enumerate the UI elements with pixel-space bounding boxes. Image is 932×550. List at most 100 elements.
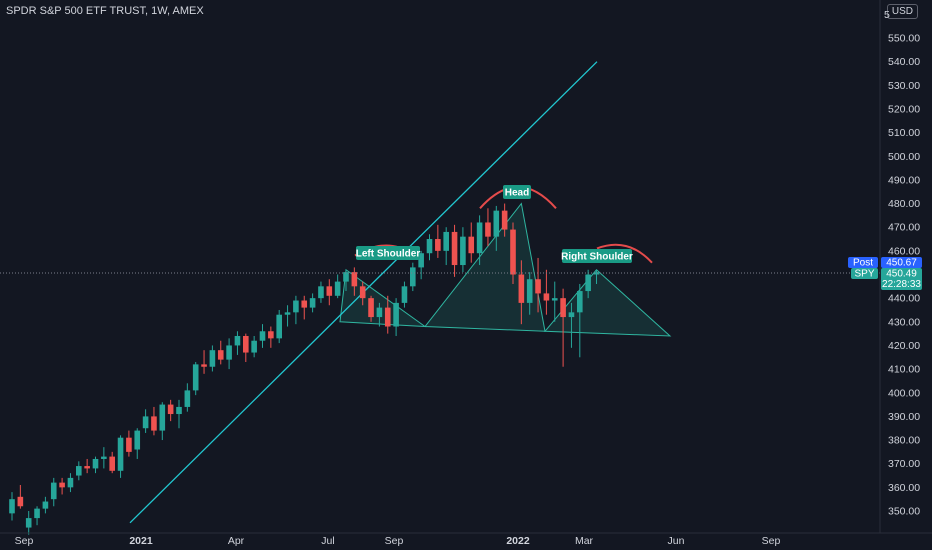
time-axis[interactable]: Sep 2021 Apr Jul Sep 2022 Mar Jun Sep — [15, 535, 781, 547]
candle-body — [468, 236, 475, 254]
candle-body — [326, 286, 333, 296]
candle-body — [577, 291, 583, 313]
candle-body — [117, 437, 124, 471]
candle-body — [526, 279, 533, 303]
candle-body — [343, 272, 349, 282]
candle-body — [217, 350, 224, 360]
candle-body — [42, 501, 49, 509]
x-tick-label: Mar — [575, 535, 594, 547]
candle-body — [476, 222, 483, 254]
price-tags: Post 450.67 SPY 450.49 22:28:33 — [848, 257, 922, 290]
candle-body — [293, 300, 299, 313]
candle-body — [59, 482, 65, 488]
pattern-labels: Left Shoulder Head Right Shoulder — [356, 185, 633, 263]
candle-body — [176, 406, 182, 415]
candle-body — [351, 272, 358, 287]
x-tick-label: Sep — [762, 535, 781, 547]
candle-body — [551, 298, 558, 301]
candle-body — [50, 482, 57, 500]
candle-body — [309, 298, 316, 308]
candle-body — [560, 298, 566, 318]
candle-body — [226, 345, 232, 360]
head-label: Head — [505, 188, 529, 199]
candle-body — [76, 466, 82, 476]
candle-body — [543, 293, 550, 301]
currency-selector[interactable]: USD — [886, 4, 918, 19]
candle-body — [159, 404, 166, 431]
candle-body — [535, 279, 541, 294]
y-tick-label: 400.00 — [888, 387, 920, 399]
candle-body — [192, 364, 199, 391]
candle-body — [334, 281, 341, 296]
candle-body — [201, 364, 207, 367]
bar-countdown: 22:28:33 — [882, 279, 921, 290]
head-triangle — [424, 202, 546, 332]
candle-body — [493, 210, 500, 237]
candle-body — [9, 499, 15, 514]
candle-body — [301, 300, 308, 308]
y-tick-label: 460.00 — [888, 245, 920, 257]
post-value-badge — [881, 257, 922, 268]
candle-body — [126, 437, 132, 452]
x-tick-label: 2021 — [129, 535, 153, 547]
candle-body — [167, 404, 174, 415]
x-tick-label: Apr — [228, 535, 245, 547]
candle-body — [276, 314, 282, 339]
last-price-badge — [881, 268, 922, 290]
candle-body — [443, 231, 449, 251]
y-tick-label: 440.00 — [888, 293, 920, 305]
x-tick-label: Jun — [668, 535, 685, 547]
candle-body — [593, 272, 600, 275]
y-tick-label: 360.00 — [888, 482, 920, 494]
post-value: 450.67 — [886, 258, 917, 269]
y-tick-label: 540.00 — [888, 56, 920, 68]
candle-body — [251, 340, 257, 353]
candle-body — [451, 231, 458, 266]
y-tick-label: 370.00 — [888, 458, 920, 470]
right-shoulder-label: Right Shoulder — [561, 252, 633, 263]
candle-body — [410, 267, 416, 287]
candle-body — [34, 508, 40, 519]
candle-body — [109, 456, 115, 471]
candle-body — [234, 335, 241, 346]
candle-body — [184, 390, 191, 407]
candle-body — [259, 331, 266, 341]
y-tick-label: 530.00 — [888, 80, 920, 92]
candle-body — [359, 286, 366, 299]
candle-body — [384, 307, 391, 327]
last-price-value: 450.49 — [886, 269, 917, 280]
y-tick-label: 390.00 — [888, 411, 920, 423]
head-label-bg — [503, 185, 531, 199]
candle-body — [243, 335, 249, 353]
x-tick-label: Sep — [15, 535, 34, 547]
left-shoulder-triangle — [339, 268, 427, 328]
candle-body — [460, 236, 466, 266]
candle-body — [435, 239, 441, 251]
candle-body — [84, 466, 90, 469]
candle-body — [284, 312, 291, 315]
y-tick-label: 470.00 — [888, 222, 920, 234]
symbol-badge — [851, 268, 878, 279]
left-shoulder-label: Left Shoulder — [356, 249, 421, 260]
candle-body — [501, 210, 508, 230]
candle-body — [268, 331, 274, 339]
candle-body — [376, 307, 383, 318]
candle-body — [25, 518, 32, 528]
candle-body — [368, 298, 374, 318]
right-shoulder-triangle — [543, 269, 672, 337]
y-tick-label: 410.00 — [888, 364, 920, 376]
candle-body — [518, 274, 525, 303]
candle-body — [142, 416, 149, 429]
y-tick-label: 520.00 — [888, 103, 920, 115]
candle-body — [209, 350, 216, 367]
candle-body — [426, 239, 433, 254]
candle-body — [568, 312, 575, 318]
candle-body — [485, 222, 491, 237]
y-tick-label: 490.00 — [888, 174, 920, 186]
candle-body — [585, 274, 591, 292]
candle-body — [134, 430, 141, 450]
price-axis[interactable]: 550.00 540.00 530.00 520.00 510.00 500.00 490.… — [884, 9, 920, 518]
post-badge — [848, 257, 878, 268]
y-tick-label: 550.00 — [888, 33, 920, 45]
